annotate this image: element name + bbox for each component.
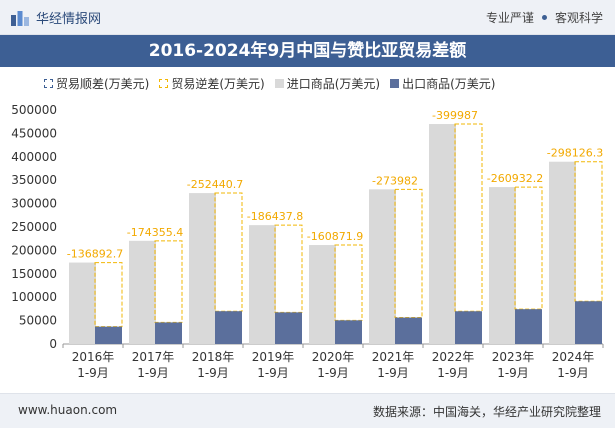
export-bar xyxy=(395,317,422,344)
x-tick-label-period: 1-9月 xyxy=(377,366,409,380)
legend-item-surplus: 贸易顺差(万美元) xyxy=(44,75,149,92)
import-bar xyxy=(129,240,156,344)
x-tick-label-period: 1-9月 xyxy=(257,366,289,380)
export-bar xyxy=(155,322,182,344)
import-bar xyxy=(309,245,336,344)
chart-title: 2016-2024年9月中国与赞比亚贸易差额 xyxy=(0,35,615,67)
x-tick-label-year: 2020年 xyxy=(312,350,355,364)
bar-chart: 0 50000 100000 150000 200000 250000 300000 3500… xyxy=(11,103,604,380)
deficit-bar xyxy=(274,224,303,313)
legend-label-import: 进口商品(万美元) xyxy=(286,77,381,91)
x-tick-label-year: 2016年 xyxy=(72,350,115,364)
x-tick-label-year: 2023年 xyxy=(492,350,535,364)
x-tick-label-period: 1-9月 xyxy=(197,366,229,380)
brand: 华经情报网 xyxy=(10,8,101,27)
deficit-bar xyxy=(154,240,183,323)
x-tick-label-period: 1-9月 xyxy=(497,366,529,380)
x-tick-label-year: 2019年 xyxy=(252,350,295,364)
deficit-data-label: -174355.4 xyxy=(127,226,183,239)
x-tick-label-year: 2018年 xyxy=(192,350,235,364)
y-tick-label: 150000 xyxy=(11,267,57,281)
export-bar xyxy=(575,301,602,344)
legend-swatch-export xyxy=(390,79,400,88)
legend-label-deficit: 贸易逆差(万美元) xyxy=(171,77,265,91)
legend-swatch-import xyxy=(274,79,284,88)
export-bar xyxy=(335,320,362,344)
deficit-bar xyxy=(334,244,363,321)
import-bar xyxy=(489,187,516,344)
deficit-data-label: -186437.8 xyxy=(247,210,303,223)
deficit-data-label: -160871.9 xyxy=(307,230,363,243)
y-tick-label: 350000 xyxy=(11,173,57,187)
deficit-bar xyxy=(394,188,423,319)
y-tick-label: 250000 xyxy=(11,220,57,234)
tagline-objective: 客观科学 xyxy=(554,11,603,25)
huajing-logo-icon xyxy=(11,10,29,26)
legend-item-deficit: 贸易逆差(万美元) xyxy=(159,75,265,92)
export-bar xyxy=(95,326,122,344)
deficit-bar xyxy=(214,192,243,312)
import-bar xyxy=(249,225,276,344)
y-tick-label: 400000 xyxy=(11,150,57,164)
legend-item-export: 出口商品(万美元) xyxy=(390,75,496,92)
export-bar xyxy=(275,312,302,344)
footer-url: www.huaon.com xyxy=(18,403,118,417)
tagline-professional: 专业严谨 xyxy=(485,11,534,25)
x-tick-label-period: 1-9月 xyxy=(317,366,349,380)
deficit-bar xyxy=(454,123,483,312)
x-tick-label-period: 1-9月 xyxy=(437,366,469,380)
y-tick-label: 50000 xyxy=(19,314,57,328)
import-bar xyxy=(189,193,216,344)
legend-label-surplus: 贸易顺差(万美元) xyxy=(56,77,150,91)
legend-label-export: 出口商品(万美元) xyxy=(402,77,496,91)
tagline: 专业严谨 客观科学 xyxy=(486,9,603,26)
deficit-data-label: -298126.3 xyxy=(547,147,603,160)
y-tick-label: 200000 xyxy=(11,243,57,257)
legend-swatch-deficit xyxy=(159,79,169,88)
legend-item-import: 进口商品(万美元) xyxy=(274,75,381,92)
top-bar: 华经情报网 专业严谨 客观科学 xyxy=(0,0,615,35)
x-tick-label-period: 1-9月 xyxy=(557,366,589,380)
x-tick-label-year: 2022年 xyxy=(432,350,475,364)
x-tick-label-year: 2021年 xyxy=(372,350,415,364)
y-tick-label: 300000 xyxy=(11,197,57,211)
deficit-data-label: -273982 xyxy=(372,174,418,187)
deficit-bar xyxy=(574,161,603,302)
tagline-dot xyxy=(541,15,547,20)
x-tick-label-period: 1-9月 xyxy=(77,366,109,380)
deficit-data-label: -399987 xyxy=(432,109,478,122)
deficit-data-label: -260932.2 xyxy=(487,172,543,185)
deficit-bar xyxy=(94,262,123,328)
legend-swatch-surplus xyxy=(44,79,53,88)
x-tick-label-period: 1-9月 xyxy=(137,366,169,380)
deficit-data-label: -136892.7 xyxy=(67,248,123,261)
footer: www.huaon.com 数据来源：中国海关，华经产业研究院整理 xyxy=(0,393,615,428)
import-bar xyxy=(369,189,396,344)
import-bar xyxy=(549,161,576,344)
export-bar xyxy=(515,309,542,344)
deficit-bar xyxy=(514,186,543,310)
y-tick-label: 0 xyxy=(49,337,57,351)
deficit-data-label: -252440.7 xyxy=(187,178,243,191)
export-bar xyxy=(215,311,242,344)
import-bar xyxy=(429,124,456,344)
y-tick-label: 500000 xyxy=(11,103,57,117)
chart-legend: 贸易顺差(万美元) 贸易逆差(万美元) 进口商品(万美元) 出口商品(万美元) xyxy=(44,75,506,92)
footer-source: 数据来源：中国海关，华经产业研究院整理 xyxy=(372,405,601,419)
x-tick-label-year: 2017年 xyxy=(132,350,175,364)
import-bar xyxy=(69,262,96,344)
export-bar xyxy=(455,311,482,344)
y-tick-label: 450000 xyxy=(11,126,57,140)
y-tick-label: 100000 xyxy=(11,290,57,304)
brand-name: 华经情报网 xyxy=(36,12,102,27)
x-tick-label-year: 2024年 xyxy=(552,350,595,364)
